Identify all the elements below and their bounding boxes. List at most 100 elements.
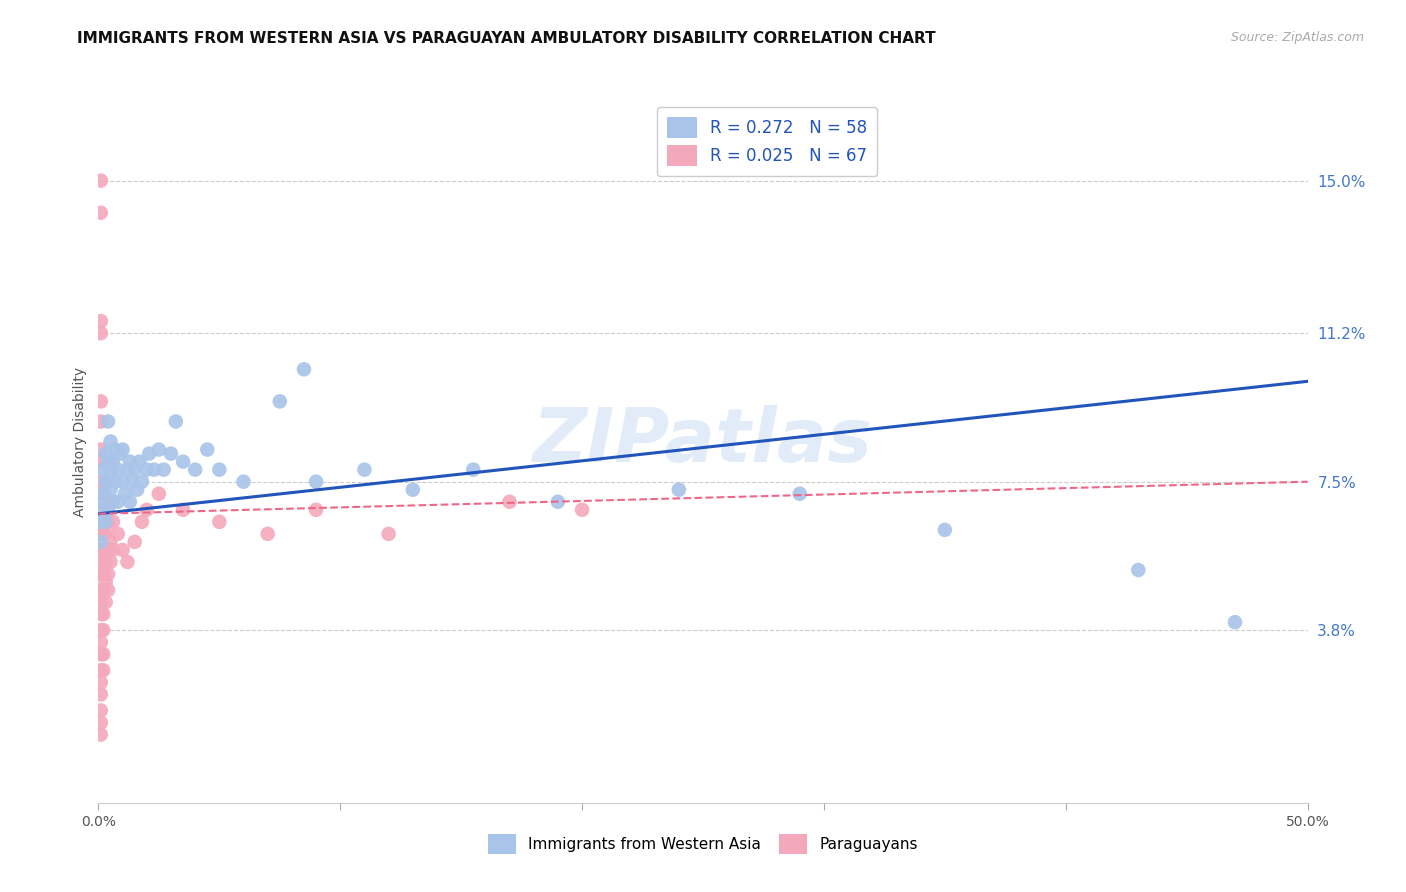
Point <box>90 326 112 341</box>
Point <box>100 555 122 569</box>
Point <box>91 664 114 678</box>
Point <box>100 434 122 449</box>
Point <box>94 595 117 609</box>
Point <box>90 515 112 529</box>
Point <box>90 314 112 328</box>
Point <box>91 502 114 516</box>
Point <box>90 414 112 428</box>
Point <box>135 502 157 516</box>
Point <box>172 502 194 516</box>
Point <box>208 462 231 476</box>
Point <box>498 494 520 508</box>
Point <box>90 526 112 541</box>
Point <box>91 648 114 662</box>
Point <box>547 494 569 508</box>
Point <box>90 595 112 609</box>
Point <box>91 607 114 621</box>
Point <box>111 475 134 489</box>
Point <box>148 442 170 457</box>
Point <box>124 534 146 549</box>
Point <box>208 515 231 529</box>
Point <box>91 526 114 541</box>
Y-axis label: Ambulatory Disability: Ambulatory Disability <box>73 367 87 516</box>
Point <box>97 414 120 428</box>
Point <box>90 502 112 516</box>
Point <box>148 487 170 501</box>
Point <box>97 502 120 516</box>
Point <box>90 454 112 469</box>
Legend: Immigrants from Western Asia, Paraguayans: Immigrants from Western Asia, Paraguayan… <box>482 829 924 860</box>
Point <box>117 462 139 476</box>
Point <box>97 583 120 598</box>
Point <box>118 454 141 469</box>
Point <box>104 442 127 457</box>
Point <box>90 515 112 529</box>
Point <box>402 483 425 497</box>
Point <box>118 494 141 508</box>
Point <box>100 483 122 497</box>
Point <box>90 728 112 742</box>
Point <box>135 462 157 476</box>
Point <box>94 526 117 541</box>
Point <box>90 715 112 730</box>
Point <box>91 583 114 598</box>
Point <box>90 542 112 557</box>
Point <box>94 515 117 529</box>
Point <box>124 462 146 476</box>
Point <box>91 502 114 516</box>
Point <box>94 475 117 489</box>
Point <box>571 502 593 516</box>
Point <box>114 487 136 501</box>
Point <box>128 454 150 469</box>
Point <box>104 475 127 489</box>
Point <box>1128 563 1150 577</box>
Point <box>377 526 399 541</box>
Point <box>232 475 254 489</box>
Point <box>90 487 112 501</box>
Text: IMMIGRANTS FROM WESTERN ASIA VS PARAGUAYAN AMBULATORY DISABILITY CORRELATION CHA: IMMIGRANTS FROM WESTERN ASIA VS PARAGUAY… <box>77 31 936 46</box>
Point <box>121 475 143 489</box>
Point <box>463 462 485 476</box>
Point <box>131 515 153 529</box>
Point <box>90 703 112 717</box>
Point <box>91 462 114 476</box>
Point <box>91 515 114 529</box>
Point <box>138 446 160 460</box>
Point <box>90 394 112 409</box>
Point <box>90 475 112 489</box>
Point <box>101 494 124 508</box>
Point <box>305 502 328 516</box>
Point <box>91 623 114 637</box>
Point <box>90 205 112 219</box>
Point <box>90 607 112 621</box>
Point <box>107 462 129 476</box>
Point <box>117 555 139 569</box>
Point <box>111 542 134 557</box>
Point <box>94 502 117 516</box>
Point <box>91 487 114 501</box>
Point <box>108 446 131 460</box>
Point <box>107 494 129 508</box>
Point <box>172 454 194 469</box>
Point <box>1223 615 1246 630</box>
Point <box>100 462 122 476</box>
Point <box>90 664 112 678</box>
Point <box>292 362 315 376</box>
Point <box>101 542 124 557</box>
Point <box>269 394 291 409</box>
Point <box>100 494 122 508</box>
Point <box>90 687 112 701</box>
Point <box>97 515 120 529</box>
Point <box>94 574 117 589</box>
Point <box>256 526 278 541</box>
Point <box>184 462 207 476</box>
Point <box>90 567 112 582</box>
Text: ZIPatlas: ZIPatlas <box>533 405 873 478</box>
Point <box>165 414 187 428</box>
Point <box>97 567 120 582</box>
Point <box>90 675 112 690</box>
Point <box>91 542 114 557</box>
Point <box>152 462 174 476</box>
Point <box>90 583 112 598</box>
Point <box>90 635 112 649</box>
